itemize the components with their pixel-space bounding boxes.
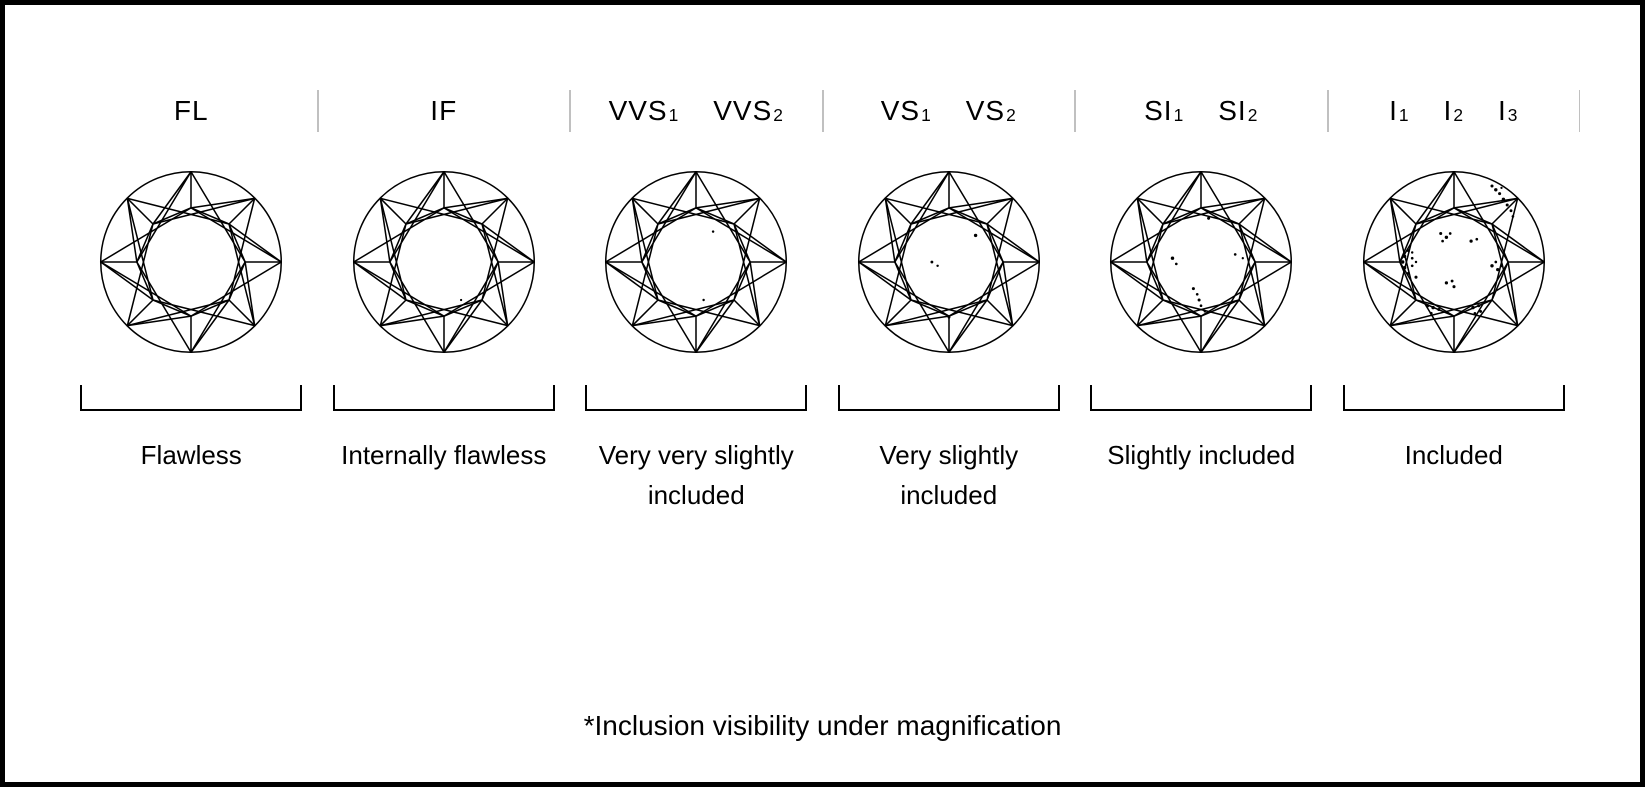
grade-code-row-fl: FL <box>65 85 318 137</box>
clarity-chart-frame: FL FlawlessIF Internally flawlessVVS1VVS… <box>0 0 1645 787</box>
grade-code-i-2: I3 <box>1498 95 1518 127</box>
diamond-icon-fl <box>96 167 286 357</box>
grade-bracket-fl <box>80 385 302 411</box>
grade-code-if-0: IF <box>430 95 457 127</box>
diamond-icon-if <box>349 167 539 357</box>
grade-desc-vvs: Very very slightly included <box>580 435 812 516</box>
grade-col-si: SI1 SI2 Slightly included <box>1075 85 1328 516</box>
grade-code-si-0: SI1 <box>1144 95 1184 127</box>
grade-bracket-i <box>1343 385 1565 411</box>
grades-row: FL FlawlessIF Internally flawlessVVS1VVS… <box>65 85 1580 516</box>
diamond-icon-vvs <box>601 167 791 357</box>
grade-code-si-1: SI2 <box>1218 95 1258 127</box>
grade-bracket-if <box>333 385 555 411</box>
grade-col-fl: FL Flawless <box>65 85 318 516</box>
grade-col-i: I1 I2 I3 Included <box>1328 85 1581 516</box>
grade-bracket-vvs <box>585 385 807 411</box>
grade-code-row-i: I1 I2 I3 <box>1328 85 1581 137</box>
grade-col-vs: VS1 VS2 Very slightly included <box>823 85 1076 516</box>
grade-desc-if: Internally flawless <box>341 435 546 475</box>
grade-code-vs-0: VS1 <box>881 95 932 127</box>
grade-code-row-si: SI1 SI2 <box>1075 85 1328 137</box>
grade-code-vvs-1: VVS2 <box>713 95 784 127</box>
grade-desc-i: Included <box>1405 435 1503 475</box>
grade-code-i-1: I2 <box>1444 95 1464 127</box>
diamond-icon-vs <box>854 167 1044 357</box>
grade-bracket-vs <box>838 385 1060 411</box>
grade-col-if: IF Internally flawless <box>318 85 571 516</box>
grade-code-i-0: I1 <box>1389 95 1409 127</box>
grade-code-row-if: IF <box>318 85 571 137</box>
footnote: *Inclusion visibility under magnificatio… <box>65 700 1580 742</box>
diamond-icon-si <box>1106 167 1296 357</box>
grade-desc-fl: Flawless <box>141 435 242 475</box>
grade-col-vvs: VVS1 VVS2 Very very slightly included <box>570 85 823 516</box>
grade-bracket-si <box>1090 385 1312 411</box>
diamond-icon-i <box>1359 167 1549 357</box>
grade-code-row-vs: VS1 VS2 <box>823 85 1076 137</box>
grade-code-vs-1: VS2 <box>966 95 1017 127</box>
grade-desc-si: Slightly included <box>1107 435 1295 475</box>
grade-code-vvs-0: VVS1 <box>609 95 680 127</box>
grade-code-row-vvs: VVS1 VVS2 <box>570 85 823 137</box>
grade-code-fl-0: FL <box>174 95 209 127</box>
grade-desc-vs: Very slightly included <box>833 435 1065 516</box>
